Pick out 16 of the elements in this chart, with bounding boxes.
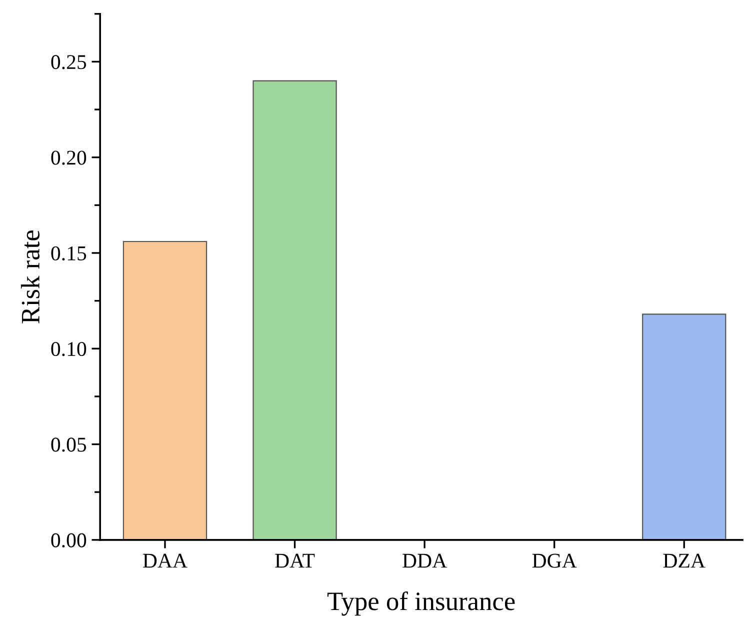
x-tick-label: DAA bbox=[143, 554, 188, 568]
y-tick-label: 0.15 bbox=[51, 246, 86, 260]
y-tick-label: 0.05 bbox=[51, 438, 86, 452]
x-axis-title: Type of insurance bbox=[327, 591, 515, 616]
bar bbox=[252, 80, 337, 540]
y-tick-label: 0.00 bbox=[51, 533, 86, 548]
bar bbox=[122, 240, 208, 540]
y-axis-title: Risk rate bbox=[20, 230, 40, 324]
y-tick-label: 0.10 bbox=[51, 342, 86, 356]
bar bbox=[642, 314, 726, 540]
x-tick-label: DAT bbox=[275, 554, 315, 568]
x-tick-label: DZA bbox=[663, 554, 706, 568]
y-tick-label: 0.25 bbox=[51, 55, 86, 70]
y-tick-label: 0.20 bbox=[51, 150, 86, 165]
x-tick-label: DDA bbox=[402, 554, 447, 568]
x-tick-label: DGA bbox=[532, 554, 577, 568]
